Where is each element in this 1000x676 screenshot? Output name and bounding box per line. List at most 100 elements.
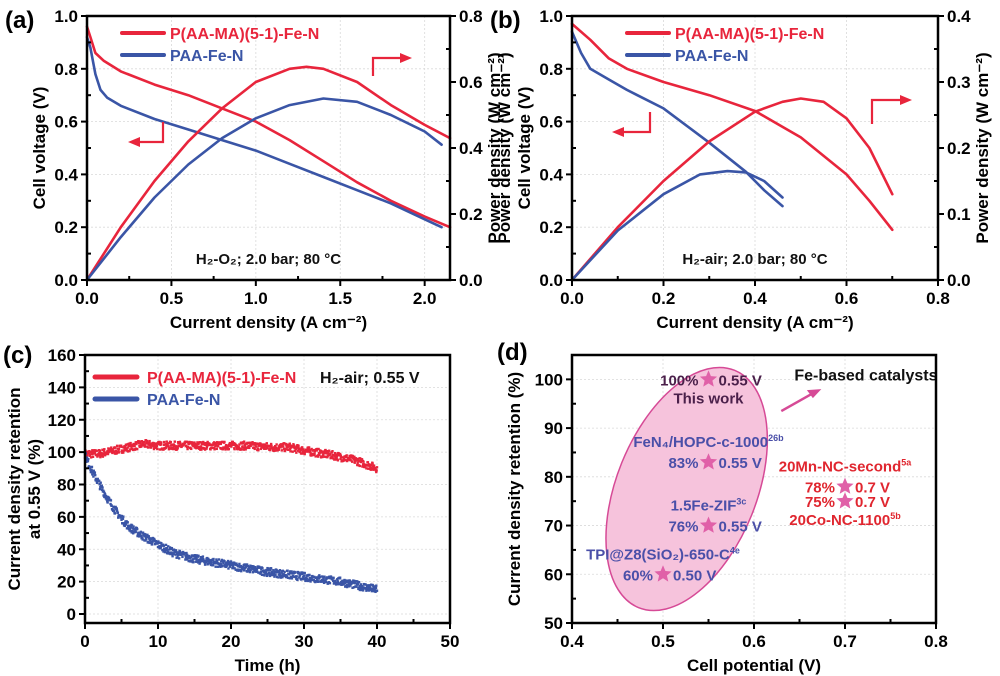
data-point [135,447,139,451]
data-point [297,444,300,447]
data-point [226,444,229,448]
data-point [159,442,163,446]
x-tick-label: 0 [80,632,89,651]
data-point [168,548,171,551]
x-axis-title: Cell potential (V) [687,656,821,675]
data-point [238,443,241,446]
series-line-voltage-paa [85,35,443,229]
data-point [158,440,161,444]
data-point [88,466,92,470]
data-point [341,456,345,459]
x-tick-label: 0.5 [160,289,184,308]
catalyst-name: 20Co-NC-1100 [789,512,890,529]
data-point-star-icon [836,492,854,509]
data-point [325,451,328,454]
data-point [326,576,329,579]
data-point [119,516,122,519]
data-point [106,452,110,456]
data-point [235,444,239,447]
data-point [196,445,200,449]
data-point [223,446,227,450]
data-point [341,579,344,582]
data-point [235,562,238,565]
data-point [107,447,111,450]
data-point [129,526,133,529]
data-point [138,444,141,447]
data-point [242,448,245,451]
y-axis-title: Current density retention (%) [505,372,524,606]
data-point [98,449,102,452]
data-point [267,569,270,572]
data-point [123,524,126,528]
data-point [90,456,93,459]
data-point [247,444,250,448]
data-point [248,567,251,570]
y-tick-label: 40 [57,540,76,559]
data-point [242,569,246,572]
x-axis-title: Time (h) [235,656,301,675]
data-point [279,443,283,446]
data-point [195,558,198,561]
data-point [318,575,322,579]
data-point [299,578,303,581]
data-point [367,467,370,470]
data-point [359,460,363,464]
point-retention-label: 83% [668,455,698,472]
data-point [350,456,353,459]
data-point [122,449,126,452]
data-point [281,569,285,573]
data-point [193,557,196,560]
data-point [171,554,174,558]
data-point-star-icon [699,516,718,533]
series-line-power-paa [570,169,784,282]
data-point [333,458,336,461]
x-tick-label: 0.6 [742,632,766,651]
data-point [272,572,276,575]
data-point [167,545,170,548]
data-point [177,444,181,448]
data-point [155,444,159,448]
data-point [285,444,288,447]
data-point [303,577,307,581]
data-point [352,586,356,589]
data-point [160,542,163,545]
data-point [158,545,161,548]
data-point [196,561,200,564]
data-point [311,449,314,452]
y2-tick-label: 0.4 [459,139,483,158]
series-line-power-paa [85,97,443,282]
data-point [219,442,222,446]
data-point [240,569,243,573]
data-point [303,571,306,575]
data-point [169,441,172,444]
data-point [211,563,215,567]
point-catalyst-name: FeN₄/HOPC-c-100026b [633,433,784,451]
data-point [288,445,291,448]
arrowhead-left-icon [612,127,624,137]
data-point [339,454,343,457]
data-point [148,537,151,540]
data-point-star-icon [836,477,854,494]
data-point [355,585,358,588]
data-point [283,442,286,445]
data-point [131,448,135,452]
data-point [122,451,125,454]
data-point [141,531,145,534]
data-point [126,450,130,453]
data-point [358,588,362,592]
data-point [327,449,331,452]
data-point [100,484,103,487]
data-point [264,570,268,574]
y-tick-label: 50 [544,614,563,633]
data-point [270,444,273,448]
y-tick-label: 0.6 [539,113,563,132]
data-point [199,445,203,448]
data-point [361,589,365,592]
data-point [171,443,174,447]
data-point [365,467,368,470]
y-tick-label: 1.0 [54,7,78,26]
data-point [203,448,207,451]
data-point [356,457,360,461]
data-point [324,580,328,584]
legend-label: PAA-Fe-N [147,392,220,409]
